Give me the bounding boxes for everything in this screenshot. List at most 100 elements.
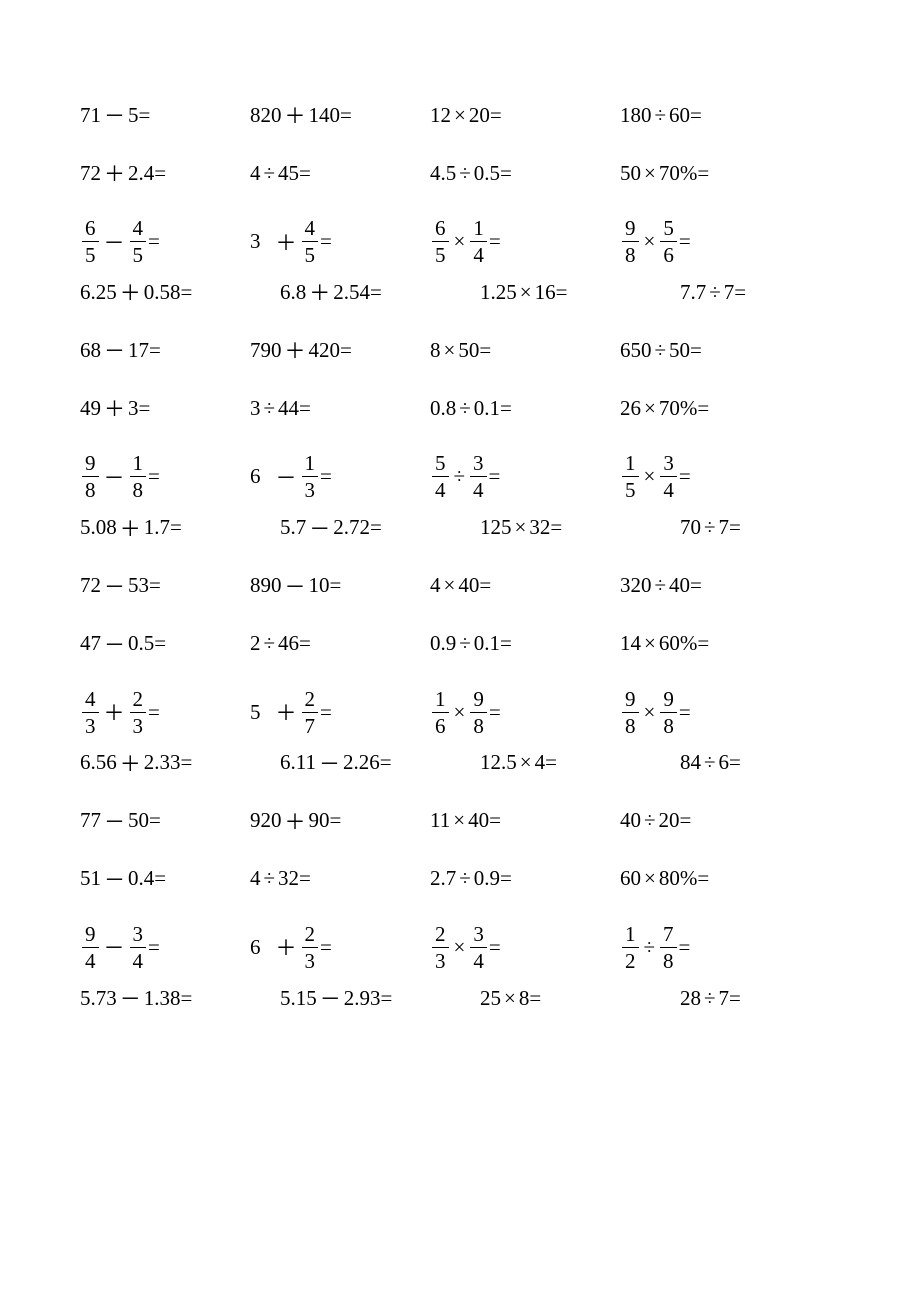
worksheet-cell: 4÷32= — [250, 866, 430, 891]
equals-sign: = — [370, 515, 382, 540]
operator: ＋ — [309, 277, 330, 307]
operand-b: 80% — [659, 866, 698, 891]
math-expression: 65 － 45 = — [80, 216, 160, 267]
fraction-numerator: 1 — [622, 922, 639, 947]
math-expression: 71－5= — [80, 100, 150, 130]
equals-sign: = — [320, 935, 332, 960]
fraction: 23 — [302, 922, 319, 973]
worksheet-cell: 3＋ 45 = — [250, 216, 430, 267]
operand-a: 11 — [430, 808, 450, 833]
equals-sign: = — [149, 808, 161, 833]
operator: ＋ — [120, 513, 141, 543]
fraction-denominator: 4 — [432, 476, 449, 502]
equals-sign: = — [489, 700, 501, 725]
math-expression: 40÷20= — [620, 808, 691, 833]
math-expression: 790＋420= — [250, 335, 352, 365]
operand-a: 68 — [80, 338, 101, 363]
worksheet-row: 71－5=820＋140=12×20=180÷60= — [80, 100, 840, 130]
worksheet-cell: 98 － 18 = — [80, 451, 250, 502]
math-expression: 0.8÷0.1= — [430, 396, 512, 421]
worksheet-cell: 0.8÷0.1= — [430, 396, 620, 421]
operator: × — [644, 866, 656, 891]
fraction: 34 — [470, 922, 487, 973]
operand-a: 6 — [250, 935, 261, 960]
math-expression: 8×50= — [430, 338, 491, 363]
worksheet-cell: 2÷46= — [250, 631, 430, 656]
fraction-denominator: 8 — [470, 712, 487, 738]
operand-b: 6 — [719, 750, 730, 775]
operator: ＋ — [104, 697, 125, 727]
math-expression: 72＋2.4= — [80, 158, 166, 188]
operand-b: 50 — [458, 338, 479, 363]
operator: ÷ — [264, 396, 276, 421]
operator: ÷ — [709, 280, 721, 305]
math-expression: 25×8= — [480, 986, 541, 1011]
fraction: 65 — [432, 216, 449, 267]
equals-sign: = — [679, 229, 691, 254]
worksheet-row: 6.25＋0.58=6.8＋2.54=1.25×16=7.7÷7= — [80, 277, 840, 307]
equals-sign: = — [679, 935, 691, 960]
equals-sign: = — [181, 750, 193, 775]
operand-b: 90 — [309, 808, 330, 833]
operand-a: 1.25 — [480, 280, 517, 305]
math-expression: 98 × 98 = — [620, 687, 691, 738]
operand-a: 4 — [430, 573, 441, 598]
equals-sign: = — [489, 808, 501, 833]
operator: × — [444, 338, 456, 363]
math-expression: 180÷60= — [620, 103, 702, 128]
fraction-numerator: 6 — [432, 216, 449, 241]
equals-sign: = — [299, 631, 311, 656]
equals-sign: = — [729, 750, 741, 775]
worksheet-cell: 16 × 98 = — [430, 687, 620, 738]
worksheet-cell: 8×50= — [430, 338, 620, 363]
operator: ÷ — [704, 515, 716, 540]
operator: ÷ — [704, 750, 716, 775]
operand-b: 1.38 — [144, 986, 181, 1011]
fraction-numerator: 4 — [130, 216, 147, 241]
fraction-numerator: 4 — [302, 216, 319, 241]
operand-a: 820 — [250, 103, 282, 128]
math-expression: 4÷32= — [250, 866, 311, 891]
operand-a: 71 — [80, 103, 101, 128]
operator: － — [309, 513, 330, 543]
operand-a: 890 — [250, 573, 282, 598]
operand-b: 20 — [469, 103, 490, 128]
operand-a: 6.25 — [80, 280, 117, 305]
math-expression: 650÷50= — [620, 338, 702, 363]
fraction-denominator: 4 — [470, 947, 487, 973]
operator: × — [644, 464, 656, 489]
worksheet-cell: 68－17= — [80, 335, 250, 365]
fraction-denominator: 2 — [622, 947, 639, 973]
worksheet-cell: 6.8＋2.54= — [280, 277, 480, 307]
operand-a: 920 — [250, 808, 282, 833]
operator: － — [104, 932, 125, 962]
fraction: 14 — [470, 216, 487, 267]
operand-b: 7 — [719, 515, 730, 540]
worksheet-cell: 6.56＋2.33= — [80, 748, 280, 778]
math-expression: 2÷46= — [250, 631, 311, 656]
operand-b: 53 — [128, 573, 149, 598]
operator: ÷ — [264, 631, 276, 656]
math-expression: 5.73－1.38= — [80, 983, 192, 1013]
equals-sign: = — [149, 573, 161, 598]
worksheet-row: 51－0.4=4÷32=2.7÷0.9=60×80%= — [80, 864, 840, 894]
equals-sign: = — [679, 464, 691, 489]
equals-sign: = — [545, 750, 557, 775]
worksheet-cell: 47－0.5= — [80, 629, 250, 659]
operator: × — [520, 750, 532, 775]
worksheet-cell: 28÷7= — [680, 986, 840, 1011]
math-expression: 16 × 98 = — [430, 687, 501, 738]
equals-sign: = — [148, 229, 160, 254]
worksheet-cell: 98 × 98 = — [620, 687, 800, 738]
operator: ÷ — [264, 161, 276, 186]
operator: ＋ — [276, 697, 297, 727]
worksheet-row: 94 － 34 =6＋ 23 =23 × 34 =12 ÷ 78 = — [80, 922, 840, 973]
operator: － — [285, 571, 306, 601]
fraction-denominator: 3 — [432, 947, 449, 973]
worksheet-cell: 790＋420= — [250, 335, 430, 365]
math-expression: 5.15－2.93= — [280, 983, 392, 1013]
fraction: 23 — [432, 922, 449, 973]
operator: ÷ — [454, 464, 466, 489]
equals-sign: = — [490, 103, 502, 128]
math-expression: 820＋140= — [250, 100, 352, 130]
